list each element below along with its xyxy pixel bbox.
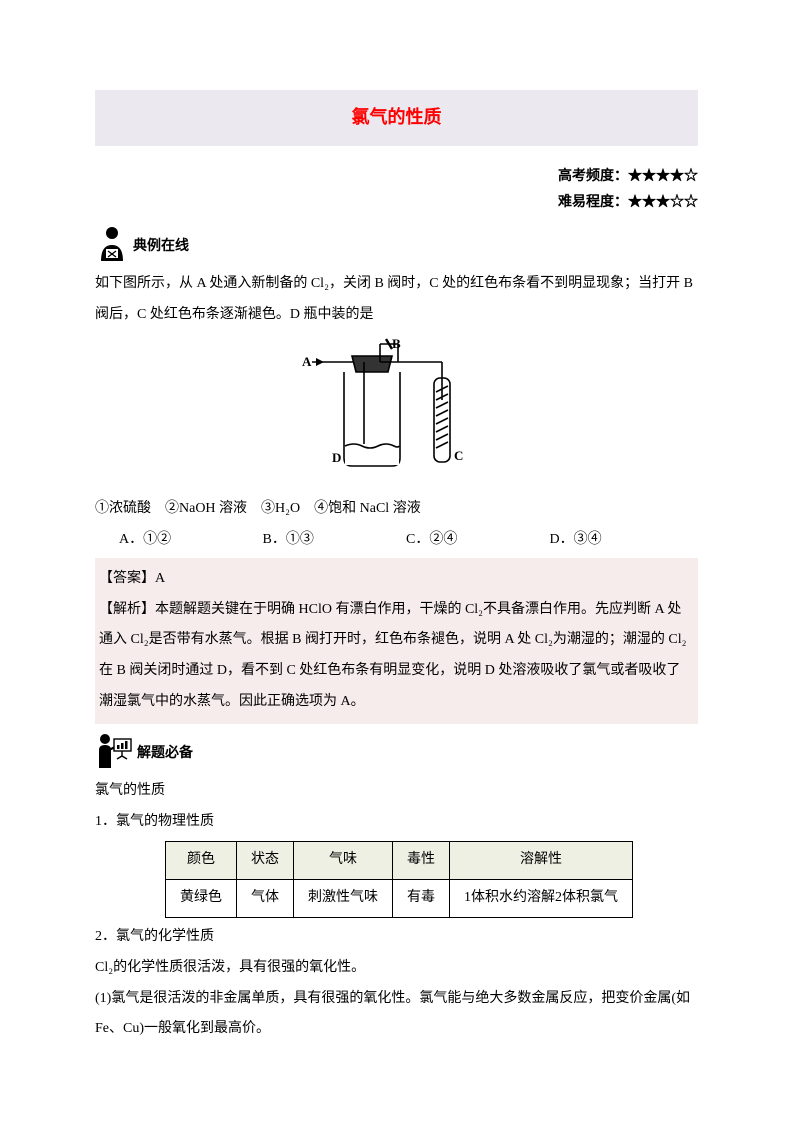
freq-stars: ★★★★☆ — [628, 169, 698, 184]
answer-box: 【答案】A 【解析】本题解题关键在于明确 HClO 有漂白作用，干燥的 Cl₂不… — [95, 558, 698, 724]
apparatus-diagram: A B C D — [95, 338, 698, 486]
td-state: 气体 — [237, 880, 294, 918]
td-tox: 有毒 — [393, 880, 450, 918]
th-smell: 气味 — [294, 842, 393, 880]
label-B: B — [392, 338, 401, 351]
person-icon — [95, 225, 129, 263]
label-A: A — [302, 354, 312, 369]
notes-chem1: Cl₂的化学性质很活泼，具有很强的氧化性。 — [95, 953, 698, 984]
title-banner: 氯气的性质 — [95, 90, 698, 146]
label-D: D — [332, 450, 341, 465]
th-state: 状态 — [237, 842, 294, 880]
notes-h1: 1．氯气的物理性质 — [95, 807, 698, 838]
td-smell: 刺激性气味 — [294, 880, 393, 918]
td-color: 黄绿色 — [166, 880, 237, 918]
choice-a: A．①② — [119, 525, 259, 556]
th-sol: 溶解性 — [450, 842, 633, 880]
presenter-icon — [95, 732, 133, 770]
meta-difficulty: 难易程度：★★★☆☆ — [95, 190, 698, 217]
section-keys-header: 解题必备 — [95, 732, 698, 770]
table-header-row: 颜色 状态 气味 毒性 溶解性 — [166, 842, 633, 880]
options-line: ①浓硫酸 ②NaOH 溶液 ③H₂O ④饱和 NaCl 溶液 — [95, 494, 698, 525]
notes-chem2: (1)氯气是很活泼的非金属单质，具有很强的氧化性。氯气能与绝大多数金属反应，把变… — [95, 984, 698, 1046]
notes-h0: 氯气的性质 — [95, 776, 698, 807]
table-row: 黄绿色 气体 刺激性气味 有毒 1体积水约溶解2体积氯气 — [166, 880, 633, 918]
freq-label: 高考频度： — [558, 169, 628, 184]
section-example-label: 典例在线 — [133, 232, 189, 263]
th-tox: 毒性 — [393, 842, 450, 880]
td-sol: 1体积水约溶解2体积氯气 — [450, 880, 633, 918]
answer-label: 【答案】A — [99, 564, 694, 595]
meta-frequency: 高考频度：★★★★☆ — [95, 164, 698, 191]
diff-stars: ★★★☆☆ — [628, 195, 698, 210]
choice-c: C．②④ — [406, 525, 546, 556]
page-title: 氯气的性质 — [352, 107, 442, 127]
th-color: 颜色 — [166, 842, 237, 880]
label-C: C — [454, 448, 463, 463]
diff-label: 难易程度： — [558, 195, 628, 210]
section-keys-label: 解题必备 — [137, 739, 193, 770]
answer-explanation: 【解析】本题解题关键在于明确 HClO 有漂白作用，干燥的 Cl₂不具备漂白作用… — [99, 595, 694, 718]
question-text: 如下图所示，从 A 处通入新制备的 Cl₂，关闭 B 阀时，C 处的红色布条看不… — [95, 269, 698, 331]
choice-d: D．③④ — [550, 525, 602, 556]
notes-h2: 2．氯气的化学性质 — [95, 922, 698, 953]
section-example-header: 典例在线 — [95, 225, 698, 263]
choice-b: B．①③ — [263, 525, 403, 556]
choices: A．①② B．①③ C．②④ D．③④ — [95, 525, 698, 556]
properties-table: 颜色 状态 气味 毒性 溶解性 黄绿色 气体 刺激性气味 有毒 1体积水约溶解2… — [165, 841, 633, 918]
